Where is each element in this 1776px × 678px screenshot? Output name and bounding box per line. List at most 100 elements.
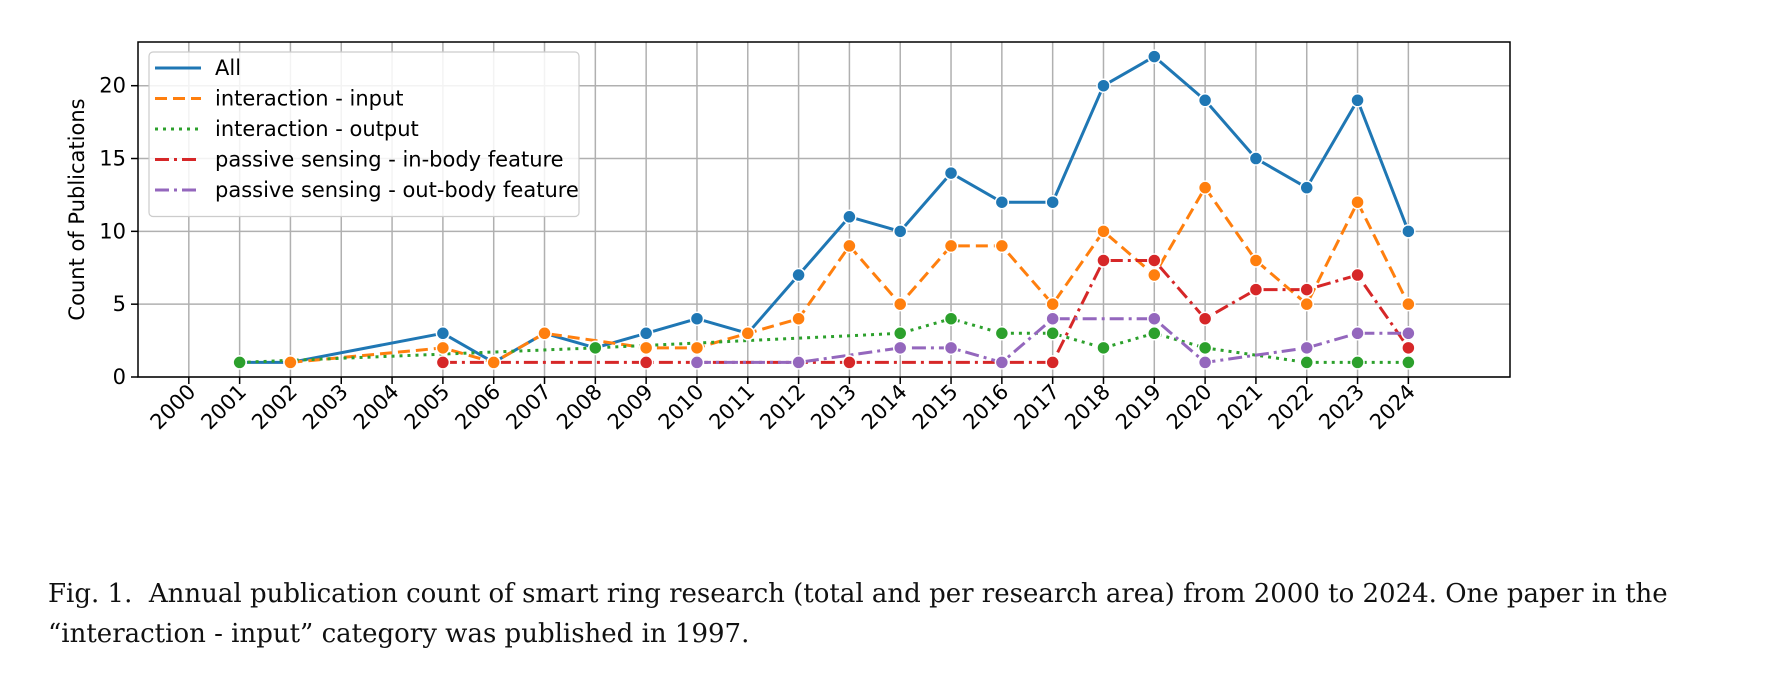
y-tick-label: 0 — [113, 365, 126, 389]
x-tick-label: 2015 — [908, 380, 963, 435]
series-point-0 — [842, 209, 857, 225]
legend-box — [148, 51, 580, 218]
series-point-1 — [1299, 296, 1314, 312]
series-point-2 — [943, 311, 959, 326]
legend-label-1: interaction - input — [215, 87, 404, 111]
series-line-3 — [442, 258, 1410, 364]
series-point-1 — [1197, 180, 1213, 195]
caption-line-1: Fig. 1. Annual publication count of smar… — [48, 579, 1668, 609]
series-point-1 — [994, 238, 1010, 254]
series-point-2 — [994, 326, 1010, 341]
figure-caption: Fig. 1. Annual publication count of smar… — [48, 574, 1748, 654]
series-point-1 — [1096, 224, 1111, 239]
legend-label-2: interaction - output — [215, 117, 419, 141]
series-point-2 — [232, 355, 247, 370]
series-point-4 — [1147, 311, 1162, 326]
series-point-0 — [1299, 180, 1314, 195]
series-point-0 — [994, 194, 1010, 210]
series-point-4 — [689, 355, 705, 370]
series-line-1 — [290, 186, 1410, 364]
series-point-2 — [1096, 340, 1111, 356]
x-tick-label: 2024 — [1365, 380, 1420, 435]
series-point-0 — [689, 311, 705, 326]
series-point-1 — [537, 326, 552, 341]
x-tick-label: 2001 — [196, 380, 251, 435]
series-point-4 — [1299, 340, 1314, 356]
x-tick-label: 2002 — [247, 380, 302, 435]
y-tick-label: 20 — [99, 74, 126, 98]
x-tick-label: 2013 — [806, 380, 861, 435]
series-point-1 — [1401, 296, 1416, 312]
series-point-1 — [435, 340, 451, 356]
x-tick-label: 2022 — [1264, 380, 1319, 435]
series-point-1 — [791, 311, 806, 326]
series-point-1 — [689, 340, 705, 356]
series-point-3 — [1299, 282, 1314, 297]
series-point-1 — [283, 355, 298, 370]
series-point-2 — [1401, 355, 1416, 370]
figure: 2000 2001 2002 2003 2004 2005 2006 2007 2008 2009… — [65, 41, 1511, 435]
series-point-3 — [1096, 253, 1111, 268]
series-point-3 — [638, 355, 654, 370]
series-point-2 — [1350, 355, 1365, 370]
series-point-0 — [943, 165, 959, 181]
legend-label-3: passive sensing - in-body feature — [215, 148, 564, 172]
x-tick-label: 2006 — [450, 380, 505, 435]
series-point-3 — [1350, 267, 1365, 283]
series-point-1 — [842, 238, 857, 254]
plot-frame — [137, 41, 1511, 378]
x-tick-label: 2007 — [501, 380, 556, 435]
series-point-0 — [1248, 151, 1264, 166]
x-tick-label: 2019 — [1111, 380, 1166, 435]
x-tick-label: 2017 — [1009, 380, 1064, 435]
x-tick-label: 2008 — [552, 380, 607, 435]
series-point-2 — [1299, 355, 1314, 370]
y-axis-title: Count of Publications — [65, 98, 89, 320]
series-point-1 — [943, 238, 959, 254]
series-line-4 — [696, 317, 1409, 364]
series-point-3 — [1045, 355, 1060, 370]
series-point-0 — [1350, 93, 1365, 108]
series-point-1 — [1350, 194, 1365, 210]
series-point-1 — [740, 326, 756, 341]
series-point-1 — [1147, 267, 1162, 283]
x-tick-label: 2009 — [603, 380, 658, 435]
series-point-0 — [435, 326, 451, 341]
x-tick-label: 2012 — [755, 380, 810, 435]
x-tick-label: 2011 — [705, 380, 760, 435]
series-point-1 — [1045, 296, 1060, 312]
caption-line-2: “interaction - input” category was publi… — [48, 619, 750, 649]
y-tick-label: 15 — [99, 147, 126, 171]
x-tick-label: 2010 — [654, 380, 709, 435]
series-point-1 — [638, 340, 654, 356]
series-point-4 — [994, 355, 1010, 370]
x-tick-label: 2000 — [146, 380, 201, 435]
series-point-2 — [892, 326, 908, 341]
series-point-4 — [1045, 311, 1060, 326]
series-point-4 — [892, 340, 908, 356]
y-tick-label: 5 — [113, 292, 126, 316]
series-point-4 — [791, 355, 806, 370]
series-point-1 — [892, 296, 908, 312]
legend-label-4: passive sensing - out-body feature — [215, 178, 579, 202]
x-tick-label: 2020 — [1162, 380, 1217, 435]
series-point-0 — [1401, 224, 1416, 239]
series-point-2 — [1197, 340, 1213, 356]
x-tick-label: 2021 — [1213, 380, 1268, 435]
series-point-1 — [486, 355, 501, 370]
y-tick-label: 10 — [99, 219, 126, 243]
line-chart: 2000200120022003200420052006200720082009… — [65, 41, 1511, 435]
x-tick-label: 2004 — [349, 380, 404, 435]
x-tick-label: 2018 — [1060, 380, 1115, 435]
legend-label-0: All — [215, 56, 241, 80]
series-point-3 — [1401, 340, 1416, 356]
x-tick-label: 2014 — [857, 380, 912, 435]
series-point-0 — [791, 267, 806, 283]
x-tick-label: 2003 — [298, 380, 353, 435]
x-tick-label: 2005 — [400, 380, 455, 435]
series-point-3 — [435, 355, 451, 370]
series-point-3 — [1147, 253, 1162, 268]
series-point-4 — [943, 340, 959, 356]
x-tick-label: 2016 — [959, 380, 1014, 435]
x-tick-label: 2023 — [1314, 380, 1369, 435]
